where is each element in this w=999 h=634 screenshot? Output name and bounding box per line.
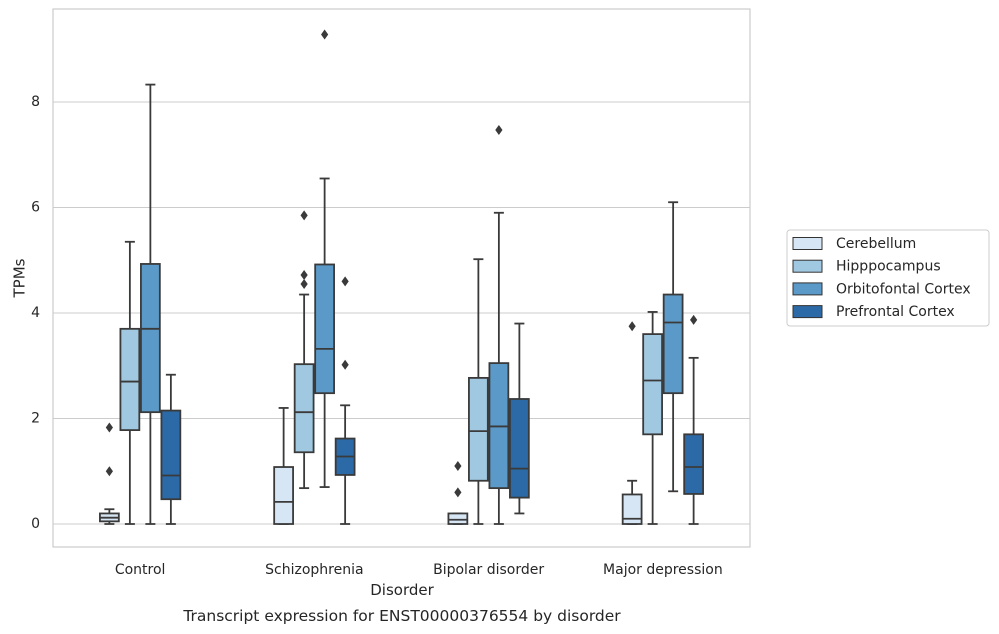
box [642,311,663,525]
y-tick-label: 4 [31,305,40,321]
box-body [447,512,469,525]
legend-item: Cerebellum [792,236,916,252]
x-tick-label: Bipolar disorder [433,562,544,578]
x-axis-ticks: Control Schizophrenia Bipolar disorder Majo… [115,562,723,578]
legend-swatch [792,282,823,296]
y-axis-title: TPMs [11,258,29,298]
outlier-point [495,124,503,135]
outlier-point [341,276,349,287]
box-body [642,333,663,436]
outlier-point [321,29,329,40]
box-body [273,466,294,525]
box [314,29,335,488]
outlier-point [105,422,113,433]
box-body [119,327,141,432]
outlier-point [690,314,698,325]
legend-label: Orbitofontal Cortex [836,281,971,297]
box [488,124,510,525]
legend-item: Orbitofontal Cortex [792,281,971,297]
box-body [683,433,704,495]
box [119,240,141,525]
legend-swatch [792,259,823,273]
y-tick-label: 2 [31,411,40,427]
legend-swatch [792,237,823,250]
series-prefrontal-cortex [160,276,704,525]
box [160,373,182,525]
box-body [621,493,643,525]
box-body [662,293,684,395]
outlier-point [454,487,462,498]
legend-label: Hipppocampus [836,259,941,275]
box-body [314,263,335,395]
outlier-point [300,278,308,289]
box-body [509,398,530,499]
box [509,322,530,515]
plot-frame [52,8,751,548]
series-cerebellum [99,321,643,525]
x-tick-label: Control [115,562,166,578]
box-body [468,376,489,482]
box [683,314,704,525]
y-axis-ticks: 0 2 4 6 8 [31,94,40,532]
x-tick-label: Major depression [603,562,723,578]
box-body [293,363,315,454]
series-hipppocampus [119,210,663,525]
box [273,407,294,525]
series-orbitofontal-cortex [140,29,684,525]
box [662,201,684,493]
outlier-point [628,321,636,332]
box [447,460,469,525]
box [468,258,489,525]
outlier-point [454,460,462,471]
legend-items: Cerebellum Hipppocampus Orbitofontal Corte… [792,236,971,320]
outlier-point [300,210,308,221]
legend-label: Cerebellum [836,236,916,252]
outlier-point [300,270,308,281]
y-tick-label: 8 [31,94,40,110]
box-body [140,263,161,414]
chart-caption: Transcript expression for ENST0000037655… [182,607,621,625]
outlier-point [105,466,113,477]
x-tick-label: Schizophrenia [265,562,363,578]
legend-frame [786,229,990,327]
box-body [160,409,182,501]
legend-item: Prefrontal Cortex [792,304,955,320]
outlier-point [341,359,349,370]
legend-label: Prefrontal Cortex [836,304,955,320]
legend: Cerebellum Hipppocampus Orbitofontal Corte… [786,229,990,327]
y-tick-label: 6 [31,200,40,216]
box [621,321,643,525]
box [99,422,120,525]
box-plot-series [99,29,704,525]
box [334,276,356,525]
legend-item: Hipppocampus [792,259,941,275]
legend-swatch [792,305,823,319]
box [293,210,315,490]
x-axis-title: Disorder [370,581,434,599]
box [140,83,161,525]
y-tick-label: 0 [31,516,40,532]
